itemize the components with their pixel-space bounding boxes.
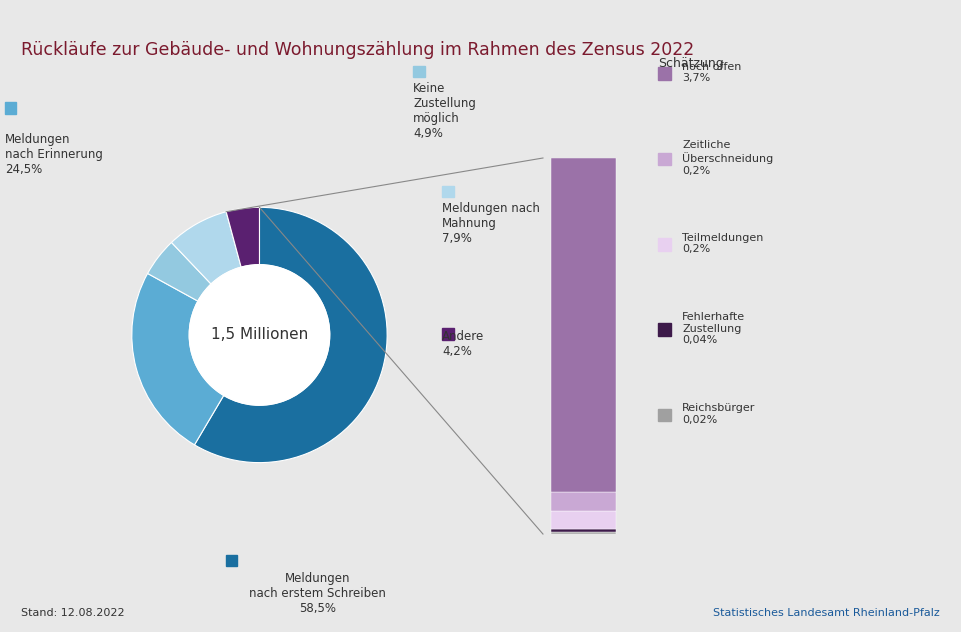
Bar: [552, 528, 617, 532]
Text: Andere
4,2%: Andere 4,2%: [442, 331, 484, 358]
Bar: [658, 324, 671, 336]
Text: Teilmeldungen
0,2%: Teilmeldungen 0,2%: [682, 233, 764, 254]
Wedge shape: [226, 207, 259, 267]
Circle shape: [189, 265, 330, 405]
Text: Meldungen
nach Erinnerung
24,5%: Meldungen nach Erinnerung 24,5%: [5, 133, 103, 176]
Text: Keine
Zustellung
möglich
4,9%: Keine Zustellung möglich 4,9%: [413, 82, 476, 140]
Bar: [226, 555, 237, 566]
Text: Reichsbürger
0,02%: Reichsbürger 0,02%: [682, 403, 755, 425]
Wedge shape: [148, 243, 211, 301]
Bar: [413, 66, 425, 77]
Bar: [552, 532, 617, 534]
Text: Meldungen
nach erstem Schreiben
58,5%: Meldungen nach erstem Schreiben 58,5%: [249, 572, 385, 615]
Text: noch offen
3,7%: noch offen 3,7%: [682, 62, 742, 83]
Wedge shape: [132, 274, 224, 445]
Wedge shape: [194, 207, 387, 463]
Wedge shape: [171, 212, 241, 284]
Text: Rückläufe zur Gebäude- und Wohnungszählung im Rahmen des Zensus 2022: Rückläufe zur Gebäude- und Wohnungszählu…: [21, 41, 695, 59]
Text: Stand: 12.08.2022: Stand: 12.08.2022: [21, 608, 125, 618]
Text: 1,5 Millionen: 1,5 Millionen: [210, 327, 308, 343]
Bar: [658, 238, 671, 250]
Bar: [442, 186, 454, 197]
Bar: [442, 329, 454, 340]
Bar: [552, 492, 617, 511]
Text: Fehlerhafte
Zustellung
0,04%: Fehlerhafte Zustellung 0,04%: [682, 312, 746, 345]
Bar: [658, 68, 671, 80]
Bar: [552, 158, 617, 492]
Text: Schätzung: Schätzung: [658, 56, 724, 70]
Bar: [658, 153, 671, 165]
Text: Zeitliche
Überschneidung
0,2%: Zeitliche Überschneidung 0,2%: [682, 140, 774, 176]
Bar: [658, 409, 671, 422]
Bar: [552, 511, 617, 528]
Text: Meldungen nach
Mahnung
7,9%: Meldungen nach Mahnung 7,9%: [442, 202, 540, 245]
Bar: [5, 102, 16, 114]
Text: Statistisches Landesamt Rheinland-Pfalz: Statistisches Landesamt Rheinland-Pfalz: [713, 608, 940, 618]
